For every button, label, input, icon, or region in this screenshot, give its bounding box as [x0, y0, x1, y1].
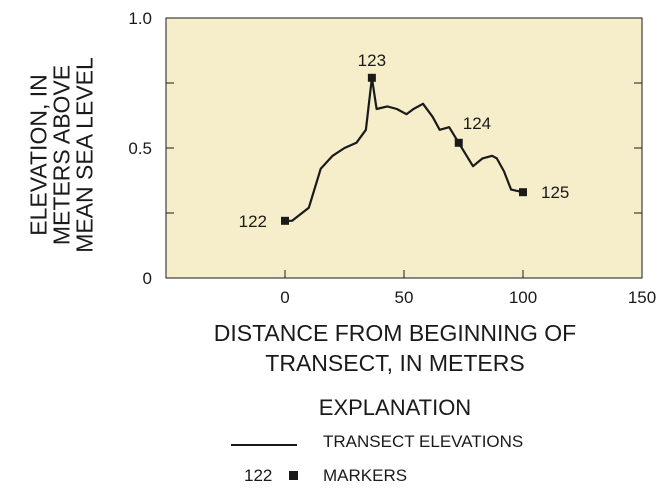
marker-label: 125 [541, 183, 569, 202]
x-axis-label: DISTANCE FROM BEGINNING OF TRANSECT, IN … [145, 318, 645, 378]
legend-line-swatch [231, 444, 297, 446]
chart-svg: 0 0.5 1.0 0 50 100 150 122 123 124 125 [128, 9, 656, 307]
x-tick-label: 50 [395, 288, 414, 307]
x-tick-label: 100 [509, 288, 537, 307]
legend-marker-swatch [289, 471, 298, 480]
legend-line-label: TRANSECT ELEVATIONS [323, 432, 524, 451]
plot-area [165, 17, 643, 279]
y-axis-label-line-2: METERS ABOVE [48, 64, 75, 246]
x-tick-label: 150 [628, 288, 656, 307]
marker-point [519, 188, 527, 197]
y-tick-label: 0.5 [128, 139, 152, 158]
x-axis-label-line-1: DISTANCE FROM BEGINNING OF [213, 320, 577, 346]
x-axis: 0 50 100 150 [280, 270, 656, 307]
y-axis-label-line-1: ELEVATION, IN [25, 74, 52, 236]
y-tick-label: 0 [143, 269, 152, 288]
y-axis-label-line-3: MEAN SEA LEVEL [71, 57, 98, 253]
x-tick-label: 0 [280, 288, 289, 307]
y-axis: 0 0.5 1.0 [128, 9, 642, 288]
explanation-title: EXPLANATION [318, 395, 472, 420]
y-tick-label: 1.0 [128, 9, 152, 28]
x-axis-label-line-2: TRANSECT, IN METERS [265, 350, 525, 376]
legend-marker-label: MARKERS [323, 466, 408, 485]
legend-marker-example: 122 [244, 466, 273, 485]
y-axis-label: ELEVATION, IN METERS ABOVE MEAN SEA LEVE… [25, 57, 98, 253]
marker-label: 122 [239, 212, 267, 231]
marker-point [281, 216, 289, 225]
marker-point [367, 73, 376, 82]
marker-label: 124 [463, 114, 491, 133]
marker-label: 123 [358, 51, 386, 70]
transect-elevation-line [285, 76, 524, 222]
y-axis-label-wrap: ELEVATION, IN METERS ABOVE MEAN SEA LEVE… [2, 20, 122, 290]
markers: 122 123 124 125 [239, 51, 570, 231]
marker-point [454, 138, 463, 147]
